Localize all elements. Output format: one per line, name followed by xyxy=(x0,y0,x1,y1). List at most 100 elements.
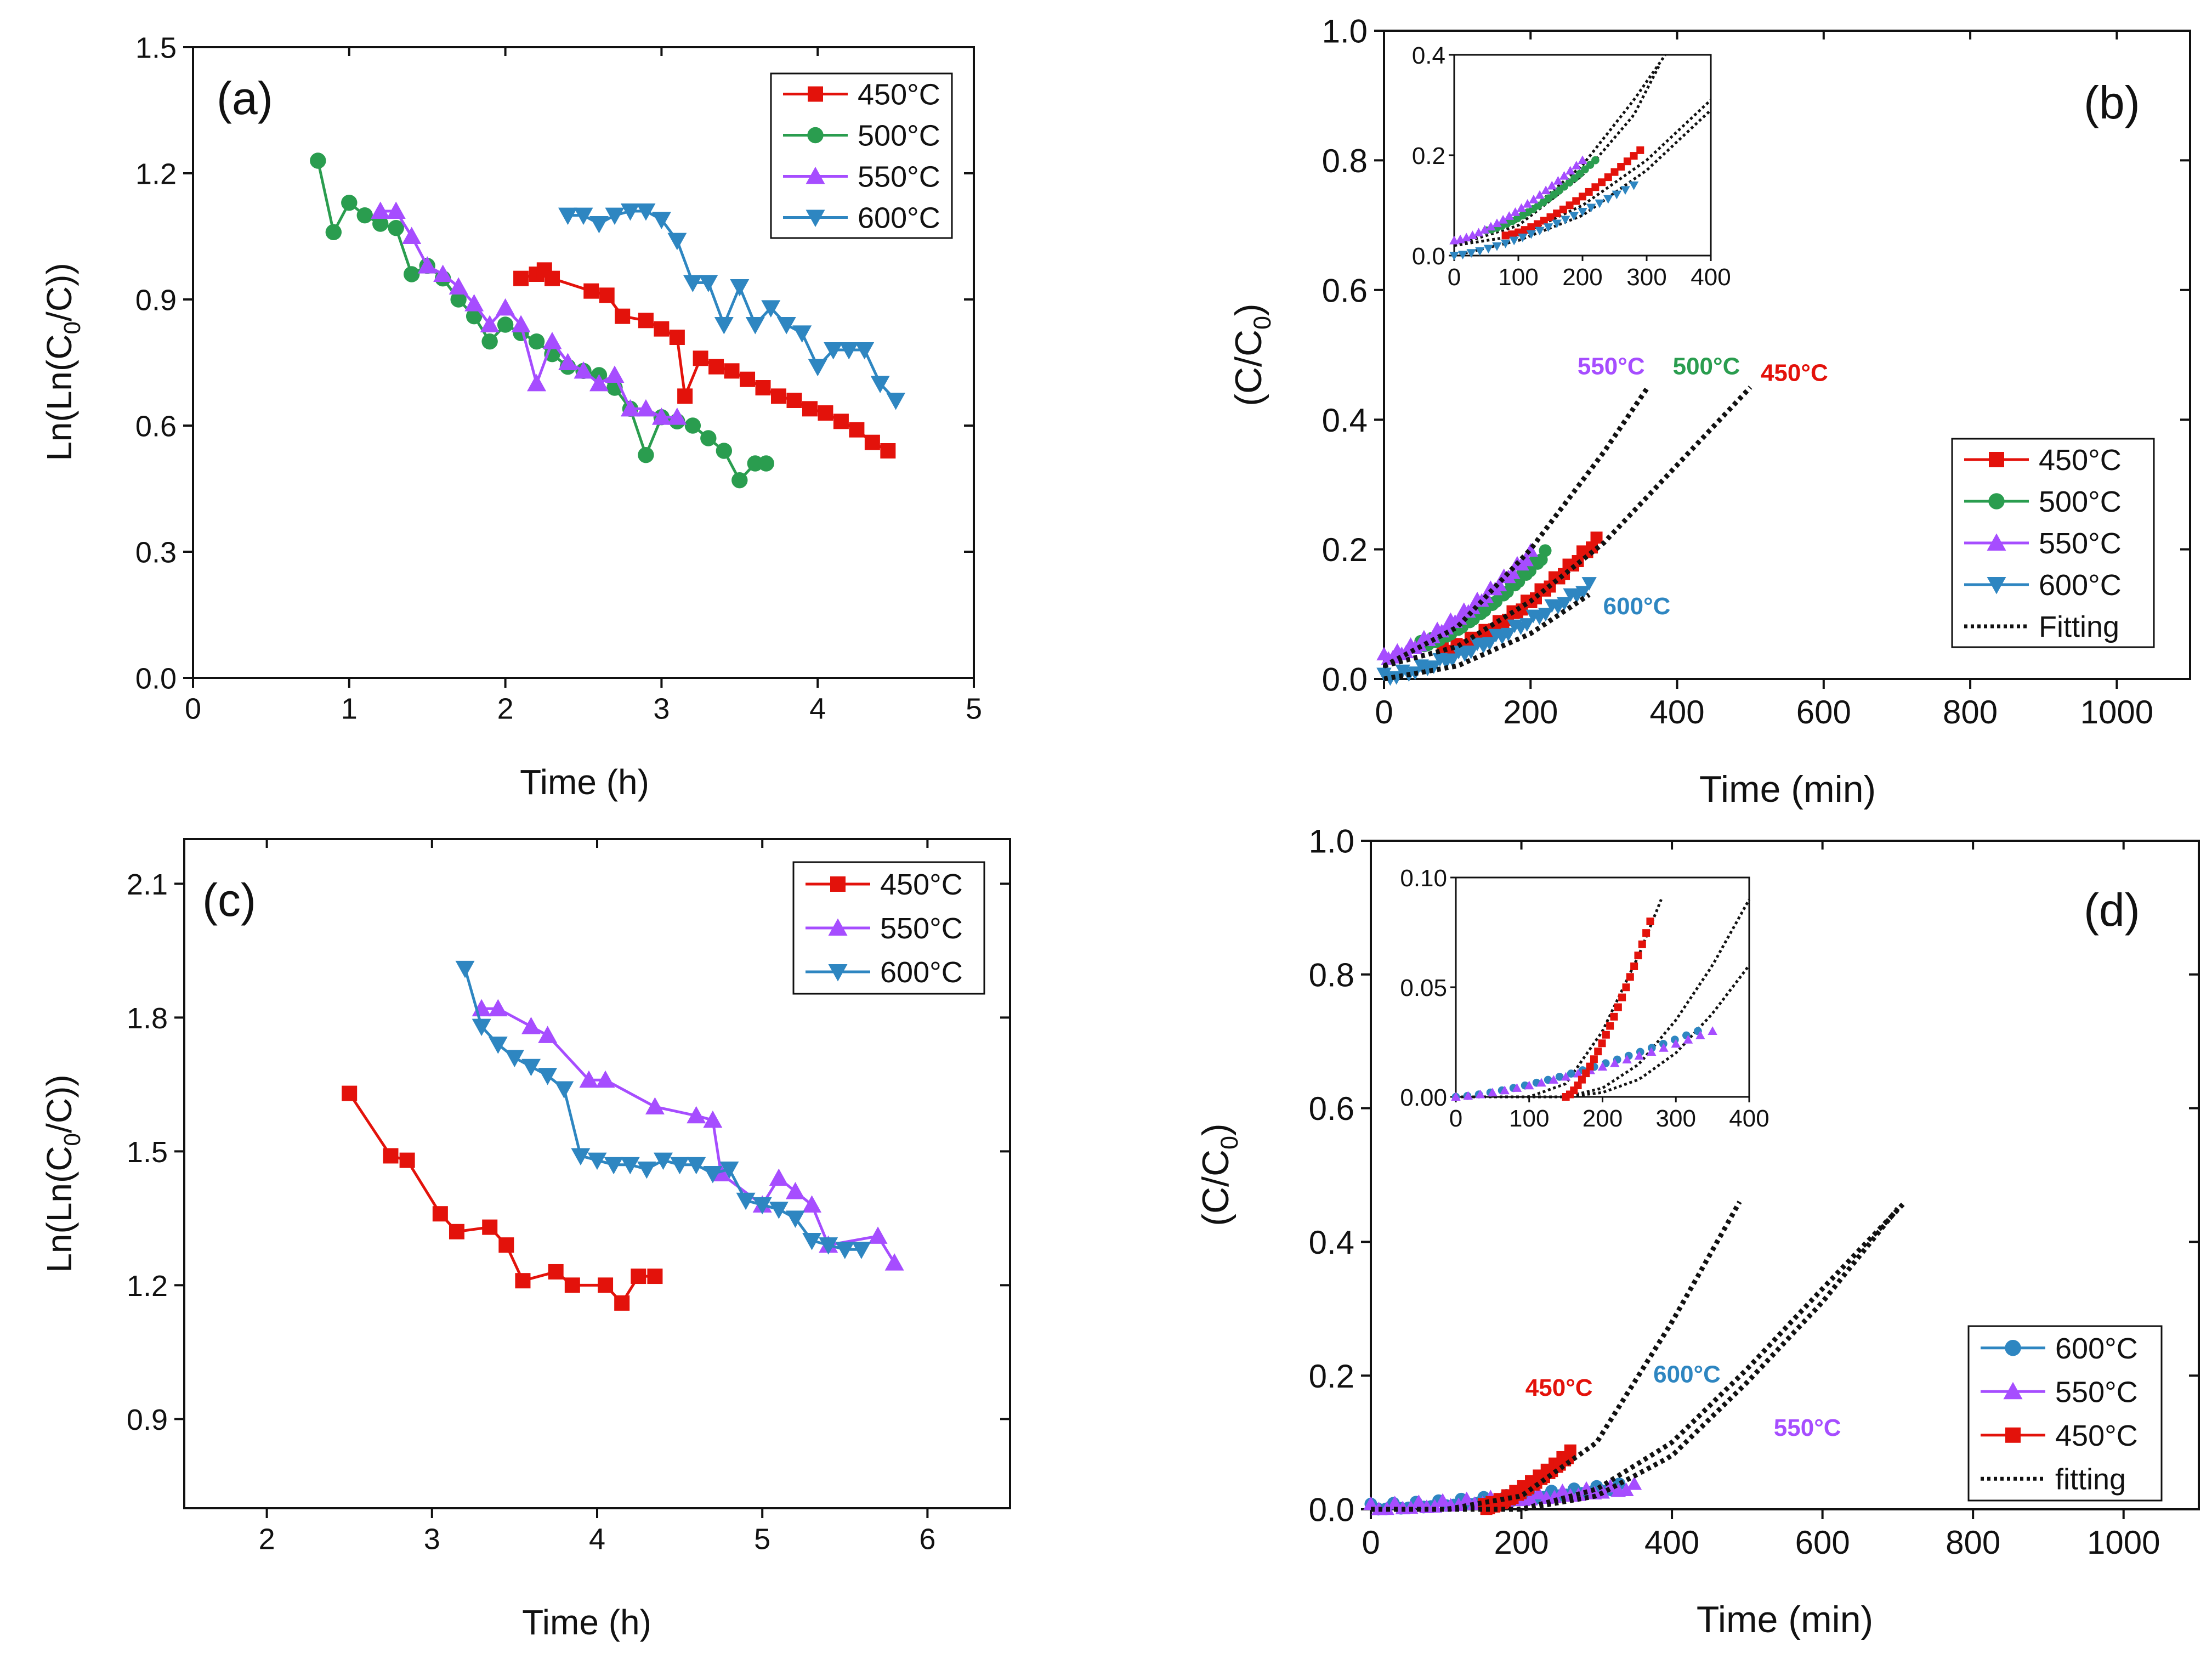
data-point xyxy=(481,333,498,350)
inset-data-point xyxy=(1527,223,1535,231)
data-point xyxy=(472,1018,491,1037)
series-550°C xyxy=(1376,543,1539,665)
legend-label: 550°C xyxy=(858,161,940,194)
inset-data-point xyxy=(1522,199,1533,208)
data-point xyxy=(736,1192,756,1210)
inset-plot: 0 100 200 300 400 0.0 0.2 0.4 xyxy=(1412,42,1731,291)
x-tick-label: 400 xyxy=(1644,1524,1699,1561)
data-point xyxy=(466,308,483,325)
data-point xyxy=(449,277,468,295)
data-point xyxy=(1523,543,1539,557)
data-point xyxy=(1581,577,1597,591)
data-point xyxy=(1451,1497,1466,1512)
data-point xyxy=(1564,1444,1576,1457)
inset-data-point xyxy=(1614,1003,1622,1011)
data-point xyxy=(654,321,670,337)
panel-label: (b) xyxy=(2084,77,2140,128)
data-point xyxy=(455,960,475,978)
x-tick-label: 0 xyxy=(1362,1524,1380,1561)
data-point xyxy=(769,1168,789,1186)
data-point xyxy=(769,1202,789,1219)
inset-data-point xyxy=(1524,1080,1534,1090)
y-tick-label: 1.0 xyxy=(1309,823,1354,860)
legend-marker xyxy=(2003,1382,2023,1400)
inset-data-point xyxy=(1559,205,1567,213)
inset-data-point xyxy=(1467,230,1478,239)
inset-data-point xyxy=(1540,217,1548,225)
data-point xyxy=(1539,544,1552,557)
inset-data-point xyxy=(1671,1039,1681,1048)
inset-data-point xyxy=(1549,1075,1559,1084)
data-point xyxy=(731,472,748,489)
legend-marker xyxy=(806,210,825,227)
data-point xyxy=(667,233,687,251)
data-point xyxy=(824,342,843,360)
data-point xyxy=(372,216,389,232)
data-point xyxy=(647,1269,663,1284)
inset-data-point xyxy=(1629,181,1639,190)
y-tick-label: 0.2 xyxy=(1322,531,1368,568)
data-point xyxy=(399,1152,415,1168)
inset-data-point xyxy=(1630,152,1638,160)
inset-data-point xyxy=(1695,1031,1705,1039)
data-point xyxy=(855,342,875,360)
inset-data-point xyxy=(1622,1055,1632,1063)
data-point xyxy=(482,1219,498,1235)
legend-marker xyxy=(828,964,848,982)
data-point xyxy=(670,1157,690,1175)
legend-marker xyxy=(2005,1340,2021,1356)
inset-data-point xyxy=(1683,1034,1693,1044)
inset-data-point xyxy=(1473,228,1484,237)
x-tick-label: 800 xyxy=(1943,694,1998,731)
data-point xyxy=(402,227,422,244)
data-point xyxy=(605,207,625,225)
inset-data-point xyxy=(1547,180,1557,190)
inset-fitting-curve xyxy=(1454,54,1666,247)
panel-a: 0 1 2 3 4 5 0.0 0.3 0.6 0.9 1.2 1.5 Time (h) Ln(Ln(C0… xyxy=(39,31,982,802)
inset-x-tick-label: 200 xyxy=(1562,264,1602,291)
inset-data-point xyxy=(1483,245,1494,254)
data-point xyxy=(464,294,484,312)
legend-label: 450°C xyxy=(2039,444,2122,477)
data-point xyxy=(1491,578,1507,592)
legend-label: 450°C xyxy=(2055,1419,2138,1452)
data-point xyxy=(636,203,656,221)
inset-data-point xyxy=(1457,251,1468,259)
series-line xyxy=(348,1092,655,1305)
inset-data-point xyxy=(1598,178,1606,186)
x-tick-label: 400 xyxy=(1649,694,1704,731)
inset-data-point xyxy=(1526,230,1536,239)
data-point xyxy=(864,434,880,450)
data-point xyxy=(521,1058,541,1077)
series-450°C xyxy=(513,262,896,458)
y-tick-label: 0.6 xyxy=(1322,272,1368,309)
inset-x-tick-label: 0 xyxy=(1448,264,1461,291)
inset-data-point xyxy=(1572,161,1581,169)
inset-data-point xyxy=(1504,211,1515,220)
inset-data-point xyxy=(1561,216,1570,225)
inset-data-point xyxy=(1521,226,1529,234)
x-axis-label: Time (h) xyxy=(520,762,649,802)
inset-data-point xyxy=(1508,230,1516,239)
x-axis-label: Time (min) xyxy=(1697,1599,1873,1640)
inset-data-point xyxy=(1466,249,1476,258)
data-point xyxy=(819,1237,838,1255)
inset-data-point xyxy=(1618,993,1626,1001)
data-point xyxy=(884,1253,904,1271)
series-600°C xyxy=(558,203,906,410)
data-point xyxy=(488,999,508,1017)
inset-data-point xyxy=(1646,918,1654,925)
y-tick-label: 0.4 xyxy=(1322,402,1368,439)
data-point xyxy=(852,1242,871,1259)
data-point xyxy=(1438,620,1454,635)
legend-label: 450°C xyxy=(880,868,963,901)
data-point xyxy=(480,315,500,332)
data-point xyxy=(620,399,640,417)
x-tick-label: 0 xyxy=(185,693,201,726)
inset-data-point xyxy=(1535,227,1545,236)
y-tick-label: 1.2 xyxy=(127,1270,168,1303)
y-axis-label: (C/C0) xyxy=(1195,1123,1243,1226)
data-point xyxy=(615,308,631,324)
data-point xyxy=(386,201,406,219)
data-point xyxy=(404,266,420,282)
